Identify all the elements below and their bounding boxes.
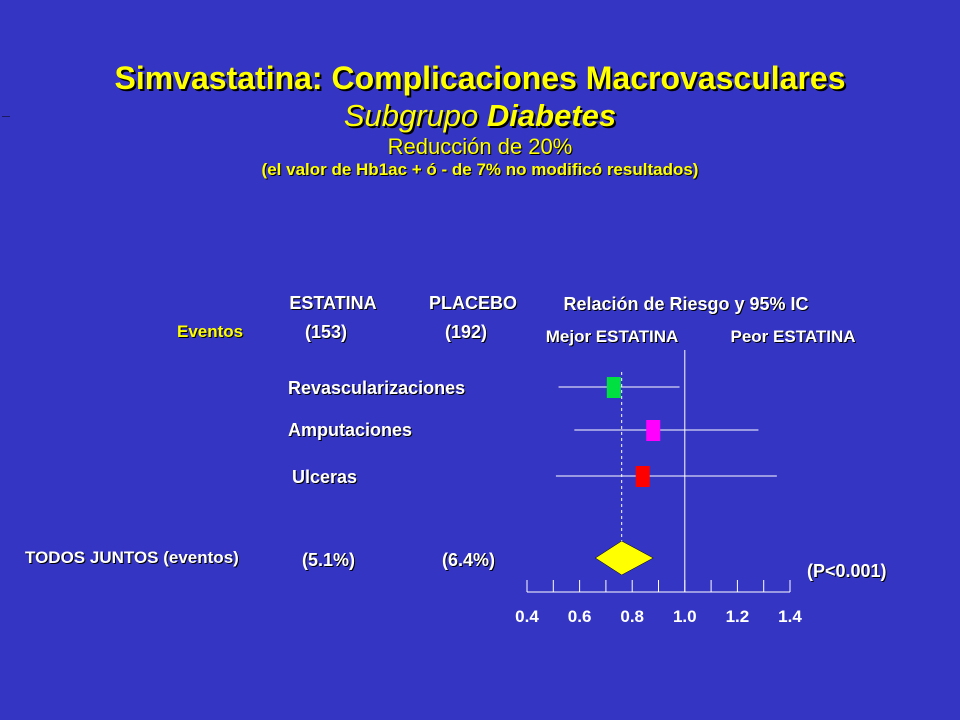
summary-placebo-pct: (6.4%): [442, 550, 496, 570]
row-label-ulceras: Ulceras: [292, 467, 358, 487]
rr-header: Relación de Riesgo y 95% IC: [563, 294, 809, 314]
better-statin-label: Mejor ESTATINA: [545, 327, 679, 346]
summary-diamond: [594, 540, 654, 576]
x-tick-label-3: 1.0: [673, 607, 697, 626]
x-tick-label-0: 0.4: [515, 607, 539, 626]
row-label-amputaciones: Amputaciones: [288, 420, 413, 440]
reduction-text: Reducción de 20%: [387, 134, 573, 159]
slide-subtitle: Subgrupo Diabetes: [0, 98, 960, 134]
p-value: (P<0.001): [807, 561, 887, 581]
row-label-revascularizaciones: Revascularizaciones: [288, 378, 466, 398]
x-tick-label-5: 1.4: [778, 607, 802, 626]
estimate-box-0: [606, 377, 621, 398]
subtitle-plain: Subgrupo: [343, 98, 487, 133]
hba1c-note: (el valor de Hb1ac + ó - de 7% no modifi…: [261, 160, 699, 179]
x-tick-label-1: 0.6: [568, 607, 592, 626]
slide-title: Simvastatina: Complicaciones Macrovascul…: [114, 60, 846, 96]
events-label: Eventos: [177, 322, 244, 341]
placebo-header: PLACEBO: [428, 293, 518, 313]
subtitle-bold: Diabetes: [486, 98, 617, 133]
x-tick-label-2: 0.8: [620, 607, 644, 626]
worse-statin-label: Peor ESTATINA: [730, 327, 856, 346]
estimate-box-2: [635, 466, 650, 487]
statin-count: (153): [304, 322, 348, 342]
statin-header: ESTATINA: [289, 293, 377, 313]
summary-label: TODOS JUNTOS (eventos): [25, 548, 239, 567]
stray-mark: [2, 116, 10, 117]
x-tick-label-4: 1.2: [726, 607, 750, 626]
summary-statin-pct: (5.1%): [302, 550, 356, 570]
placebo-count: (192): [444, 322, 488, 342]
title-block: Simvastatina: Complicaciones Macrovascul…: [0, 58, 960, 180]
estimate-box-1: [646, 420, 661, 441]
